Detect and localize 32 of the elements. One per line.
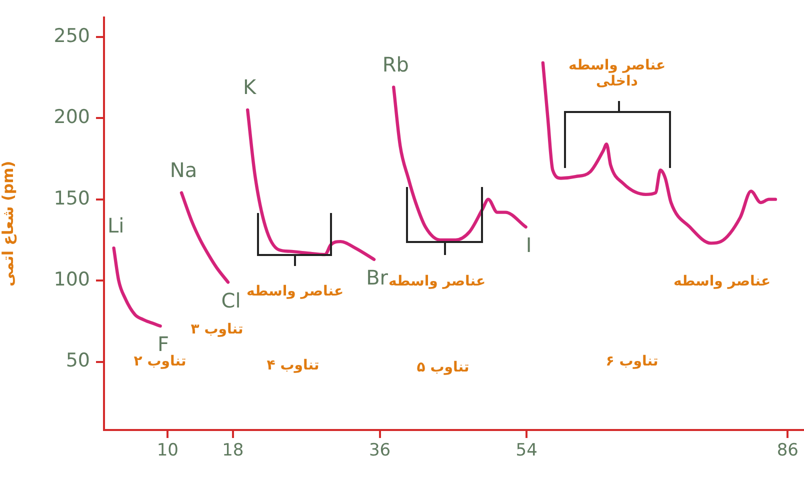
annotation: عناصر واسطه bbox=[246, 284, 344, 300]
y-tick-label: 150 bbox=[54, 187, 90, 210]
annotation: تناوب ۴ bbox=[266, 358, 320, 374]
annotation: عناصر واسطه داخلی bbox=[568, 58, 666, 90]
annotation: تناوب ۵ bbox=[416, 360, 470, 376]
line-series bbox=[246, 108, 376, 262]
x-tick-label: 10 bbox=[156, 440, 178, 461]
annotation: عناصر واسطه bbox=[673, 274, 771, 290]
x-tick-label: 86 bbox=[776, 440, 799, 461]
annotation: تناوب ۶ bbox=[606, 354, 658, 370]
y-tick-label: 50 bbox=[66, 350, 90, 372]
x-tick-label: 54 bbox=[516, 440, 538, 461]
annotation: Na bbox=[170, 158, 198, 182]
line-series bbox=[112, 246, 162, 328]
x-tick-label: 36 bbox=[368, 440, 391, 461]
annotation: I bbox=[526, 233, 532, 258]
annotation: Cl bbox=[221, 288, 241, 312]
annotation: عناصر واسطه bbox=[388, 274, 486, 290]
annotation: F bbox=[158, 332, 170, 356]
line-series bbox=[392, 86, 528, 242]
annotation: Li bbox=[107, 213, 124, 238]
annotation: Rb bbox=[382, 52, 409, 76]
annotation: Br bbox=[366, 266, 389, 290]
x-tick-label: 18 bbox=[222, 440, 244, 461]
y-tick-label: 250 bbox=[54, 24, 90, 47]
annotation: تناوب ۲ bbox=[134, 354, 186, 370]
y-tick-label: 200 bbox=[54, 106, 90, 128]
annotation: K bbox=[243, 75, 258, 100]
line-series bbox=[180, 191, 230, 284]
y-axis-title: شعاع اتمی (pm) bbox=[0, 160, 17, 287]
y-tick-label: 100 bbox=[54, 268, 90, 290]
annotation: تناوب ۳ bbox=[190, 322, 244, 338]
